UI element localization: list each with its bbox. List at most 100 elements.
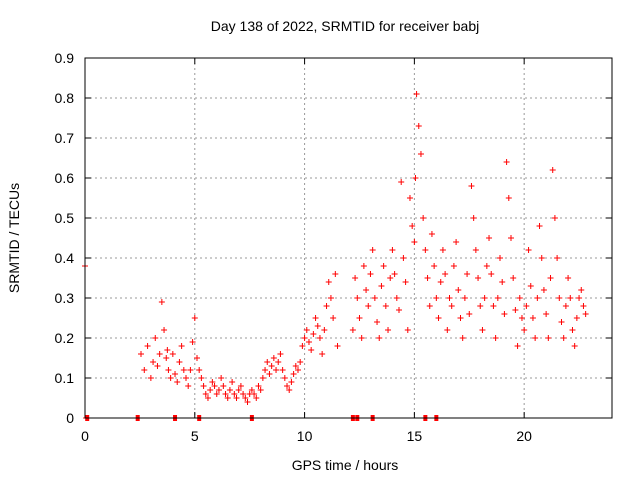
data-point	[466, 311, 473, 317]
data-point	[518, 315, 525, 321]
data-point	[226, 387, 233, 393]
data-point	[176, 359, 183, 365]
x-tick-label: 5	[191, 428, 199, 444]
data-point	[266, 371, 273, 377]
data-point	[501, 311, 508, 317]
data-point	[479, 327, 486, 333]
data-point	[402, 279, 409, 285]
data-point	[470, 215, 477, 221]
data-point	[578, 287, 585, 293]
data-point	[312, 315, 319, 321]
data-point	[507, 235, 514, 241]
data-point	[477, 303, 484, 309]
data-point	[453, 239, 460, 245]
data-point	[314, 323, 321, 329]
y-tick-label: 0	[66, 410, 74, 426]
data-point	[141, 367, 148, 373]
data-point	[137, 351, 144, 357]
data-point	[580, 303, 587, 309]
data-point	[356, 315, 363, 321]
data-point	[284, 383, 291, 389]
data-point	[532, 335, 539, 341]
data-point	[169, 351, 176, 357]
plot-frame	[84, 57, 613, 419]
data-point	[292, 363, 299, 369]
data-point	[457, 315, 464, 321]
data-point	[158, 299, 165, 305]
data-point	[242, 395, 249, 401]
data-point	[494, 295, 501, 301]
data-point	[281, 375, 288, 381]
data-point	[193, 355, 200, 361]
data-point	[551, 215, 558, 221]
data-point	[560, 335, 567, 341]
data-point	[540, 287, 547, 293]
data-point	[279, 367, 286, 373]
y-tick-label: 0.6	[55, 170, 75, 186]
data-point	[204, 395, 211, 401]
data-point	[389, 247, 396, 253]
y-axis-label: SRMTID / TECUs	[6, 183, 22, 293]
data-point	[308, 347, 315, 353]
data-point	[582, 311, 589, 317]
data-point	[505, 195, 512, 201]
data-point	[549, 167, 556, 173]
data-point	[270, 355, 277, 361]
data-point	[382, 303, 389, 309]
data-point	[316, 335, 323, 341]
data-point	[144, 343, 151, 349]
data-point	[354, 295, 361, 301]
data-point	[303, 327, 310, 333]
data-point	[369, 247, 376, 253]
data-point	[472, 247, 479, 253]
data-point	[415, 123, 422, 129]
data-point	[264, 359, 271, 365]
data-point	[358, 335, 365, 341]
data-point	[154, 363, 161, 369]
data-point	[180, 367, 187, 373]
data-point	[431, 263, 438, 269]
data-point	[497, 255, 504, 261]
data-point	[202, 391, 209, 397]
y-tick-label: 0.7	[55, 130, 75, 146]
data-point	[187, 367, 194, 373]
data-point	[207, 387, 214, 393]
data-point	[490, 303, 497, 309]
data-point	[521, 327, 528, 333]
data-point	[191, 315, 198, 321]
data-point	[352, 275, 359, 281]
data-point	[156, 351, 163, 357]
data-point	[163, 355, 170, 361]
data-point	[161, 327, 168, 333]
data-point	[233, 395, 240, 401]
data-point	[409, 223, 416, 229]
data-point	[411, 239, 418, 245]
data-point	[450, 263, 457, 269]
data-point	[323, 303, 330, 309]
data-point	[198, 375, 205, 381]
y-tick-label: 0.8	[55, 90, 75, 106]
data-point	[294, 367, 301, 373]
data-point	[571, 343, 578, 349]
data-point	[486, 235, 493, 241]
data-point	[288, 379, 295, 385]
data-point	[488, 271, 495, 277]
data-point	[349, 327, 356, 333]
data-point	[218, 375, 225, 381]
data-point	[481, 295, 488, 301]
data-point	[393, 295, 400, 301]
data-point	[301, 335, 308, 341]
data-point	[437, 279, 444, 285]
data-point	[446, 295, 453, 301]
data-point	[499, 279, 506, 285]
data-point	[189, 339, 196, 345]
data-point	[523, 303, 530, 309]
data-point	[433, 295, 440, 301]
y-tick-label: 0.4	[55, 250, 75, 266]
data-point	[334, 343, 341, 349]
data-point	[147, 375, 154, 381]
y-tick-label: 0.3	[55, 290, 75, 306]
x-axis-label: GPS time / hours	[292, 457, 399, 473]
